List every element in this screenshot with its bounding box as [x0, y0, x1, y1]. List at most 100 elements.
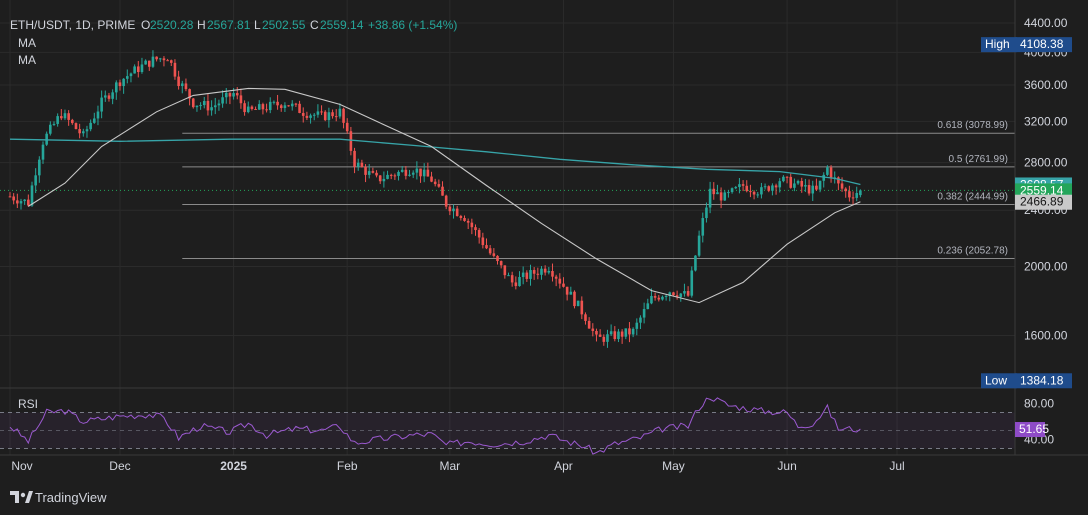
symbol-title[interactable]: ETH/USDT, 1D, PRIME — [10, 18, 135, 32]
candle-body-133 — [496, 255, 499, 262]
candle-body-148 — [551, 271, 554, 277]
candle-body-3 — [19, 201, 23, 204]
candle-body-223 — [826, 167, 829, 175]
fib-label-3: 0.236 (2052.78) — [937, 246, 1008, 257]
candle-body-18 — [74, 123, 78, 130]
candlestick-series — [8, 50, 862, 348]
candle-body-139 — [518, 277, 521, 287]
candle-body-117 — [437, 184, 441, 187]
y-tick-0: 4400.00 — [1024, 16, 1068, 30]
ma-fast-line — [28, 87, 861, 304]
candle-body-97 — [364, 166, 367, 175]
candle-body-226 — [837, 177, 840, 184]
candle-body-62 — [235, 93, 239, 96]
candle-body-154 — [573, 291, 576, 307]
candle-body-1 — [12, 196, 15, 201]
candle-body-196 — [727, 192, 730, 194]
candle-body-169 — [628, 328, 631, 335]
candle-body-232 — [859, 190, 862, 196]
candle-body-124 — [463, 217, 466, 221]
rsi-title[interactable]: RSI — [18, 397, 38, 411]
indicator-ma-1[interactable]: MA — [18, 36, 36, 50]
candle-body-82 — [309, 115, 312, 118]
candle-body-142 — [529, 270, 532, 279]
candle-body-193 — [716, 192, 719, 195]
candle-body-188 — [697, 235, 701, 256]
candle-body-48 — [184, 83, 188, 90]
candle-body-57 — [217, 103, 221, 106]
candle-body-176 — [653, 296, 657, 298]
x-tick-8: Jul — [889, 459, 904, 473]
price-label-value-0: 4108.38 — [1020, 37, 1064, 51]
price-label-tag-0: High — [985, 37, 1010, 51]
candle-body-78 — [294, 103, 298, 105]
candle-body-143 — [532, 270, 536, 274]
candle-body-87 — [327, 112, 331, 121]
y-tick-6: 2000.00 — [1024, 260, 1068, 274]
candle-body-92 — [345, 122, 349, 132]
candle-body-64 — [243, 103, 246, 113]
y-tick-3: 3200.00 — [1024, 114, 1068, 128]
x-tick-1: Dec — [109, 459, 130, 473]
x-tick-4: Mar — [440, 459, 461, 473]
candle-body-138 — [514, 282, 518, 287]
candle-body-229 — [848, 191, 851, 198]
candle-body-128 — [477, 230, 481, 238]
candle-body-149 — [554, 276, 558, 279]
time-axis[interactable]: Nov Dec 2025 Feb Mar Apr May Jun Jul — [11, 459, 904, 473]
candle-body-121 — [452, 208, 455, 212]
candle-body-190 — [705, 207, 708, 219]
candle-body-14 — [60, 116, 63, 119]
candle-body-167 — [620, 331, 624, 337]
candle-body-160 — [595, 330, 598, 335]
x-tick-3: Feb — [337, 459, 358, 473]
candle-body-109 — [408, 174, 411, 176]
candle-body-191 — [708, 188, 712, 208]
candle-body-214 — [793, 183, 796, 188]
candle-body-152 — [565, 286, 569, 295]
candle-body-47 — [180, 83, 184, 87]
candle-body-220 — [815, 185, 818, 190]
candle-body-147 — [547, 271, 551, 273]
candle-body-125 — [466, 220, 470, 223]
candle-body-56 — [213, 105, 217, 108]
candle-body-20 — [82, 131, 85, 134]
candle-body-43 — [166, 60, 169, 62]
candle-body-13 — [56, 116, 59, 124]
candle-body-0 — [8, 196, 12, 198]
candle-body-2 — [16, 200, 19, 204]
candle-body-76 — [287, 105, 290, 107]
close-label: C — [310, 18, 319, 32]
candle-body-184 — [683, 291, 686, 294]
candle-body-112 — [419, 168, 422, 177]
candle-body-206 — [763, 186, 767, 188]
candle-body-86 — [323, 111, 327, 121]
candle-body-122 — [455, 208, 459, 216]
indicator-ma-2[interactable]: MA — [18, 53, 36, 67]
candle-body-35 — [136, 66, 140, 73]
candle-body-5 — [27, 199, 30, 206]
candle-body-40 — [155, 56, 158, 60]
candle-body-181 — [672, 292, 675, 296]
candle-body-75 — [283, 105, 287, 109]
candle-body-41 — [158, 58, 162, 60]
candle-body-221 — [818, 180, 822, 190]
candle-body-161 — [598, 334, 602, 337]
candle-body-162 — [602, 336, 606, 342]
candle-body-70 — [265, 109, 268, 111]
candle-body-132 — [492, 253, 496, 256]
candle-body-30 — [118, 82, 122, 87]
candle-body-174 — [646, 303, 650, 310]
price-label-value-4: 1384.18 — [1020, 373, 1064, 387]
moving-averages — [9, 87, 861, 304]
x-tick-2: 2025 — [220, 459, 247, 473]
grid-lines — [0, 0, 1015, 455]
candle-body-189 — [701, 218, 705, 236]
candle-body-106 — [397, 171, 400, 176]
candle-body-194 — [719, 192, 723, 201]
candle-body-72 — [272, 101, 276, 103]
tradingview-logo[interactable]: TradingView — [10, 490, 107, 505]
candle-body-108 — [404, 169, 408, 176]
candle-body-98 — [367, 171, 371, 175]
